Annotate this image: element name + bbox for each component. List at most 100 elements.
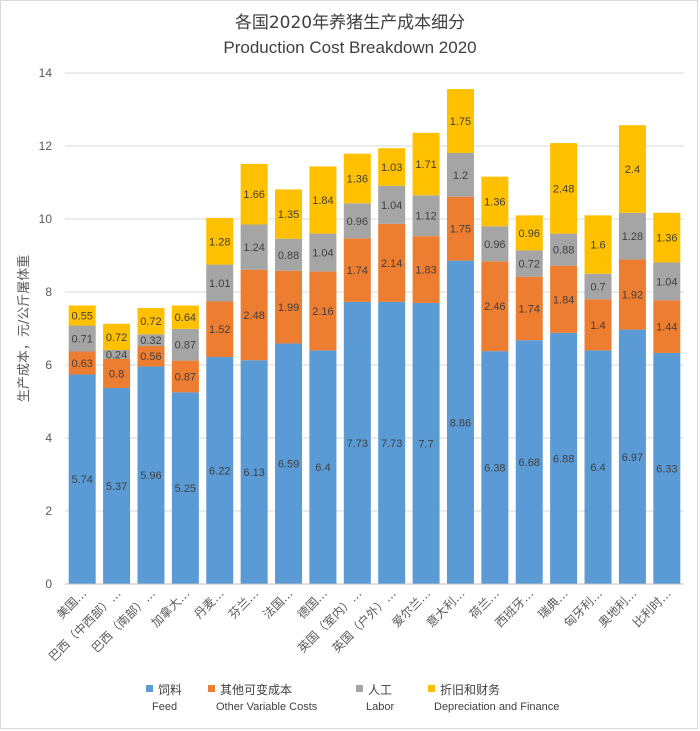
data-label: 0.24	[106, 349, 127, 361]
bar-segment	[275, 238, 303, 271]
data-label: 1.36	[484, 196, 505, 208]
data-label: 1.35	[278, 209, 299, 221]
data-label: 1.92	[622, 290, 643, 302]
legend-swatch-feed	[146, 685, 153, 692]
data-label: 0.72	[106, 332, 127, 344]
bar-segment	[446, 196, 474, 261]
data-label: 0.32	[140, 335, 161, 347]
data-label: 0.55	[71, 311, 92, 323]
chart-subtitle: Production Cost Breakdown 2020	[223, 38, 477, 57]
bar-segment	[653, 352, 681, 584]
legend-swatch-other-variable	[208, 685, 215, 692]
chart-title: 各国2020年养猪生产成本细分	[234, 13, 466, 33]
bar-segment	[275, 343, 303, 584]
data-label: 6.68	[519, 457, 540, 469]
bar-segment	[618, 212, 646, 260]
data-label: 7.7	[418, 438, 433, 450]
y-tick-label: 2	[45, 504, 52, 518]
data-label: 6.88	[553, 453, 574, 465]
data-label: 1.52	[209, 324, 230, 336]
data-label: 6.13	[243, 467, 264, 479]
data-label: 6.33	[656, 463, 677, 475]
legend-label-feed-en: Feed	[152, 701, 178, 713]
data-label: 6.22	[209, 465, 230, 477]
bar-segment	[481, 261, 509, 352]
data-label: 0.7	[590, 282, 605, 294]
y-tick-label: 0	[45, 577, 52, 591]
bar-segment	[343, 301, 371, 584]
x-tick-label: 加拿大…	[148, 586, 193, 631]
bar-segment	[343, 238, 371, 302]
data-label: 1.84	[553, 294, 574, 306]
bar-segment	[137, 346, 165, 367]
bar-segment	[446, 152, 474, 197]
data-label: 7.73	[381, 438, 402, 450]
bar-segment	[653, 300, 681, 353]
data-label: 1.12	[415, 211, 436, 223]
data-label: 1.75	[450, 224, 471, 236]
bar-segment	[584, 299, 612, 351]
data-label: 8.86	[450, 417, 471, 429]
y-tick-label: 4	[45, 431, 52, 445]
legend-label-other-variable: 其他可变成本	[220, 683, 293, 697]
data-label: 0.72	[519, 259, 540, 271]
data-label: 6.59	[278, 459, 299, 471]
bar-segment	[618, 329, 646, 584]
bar-segment	[584, 350, 612, 584]
x-tick-label: 芬兰…	[226, 586, 261, 621]
bar-segment	[412, 132, 440, 196]
bar-segment	[412, 195, 440, 237]
data-label: 1.99	[278, 302, 299, 314]
data-label: 1.28	[209, 236, 230, 248]
data-label: 2.14	[381, 258, 402, 270]
data-label: 1.28	[622, 231, 643, 243]
y-tick-label: 14	[39, 66, 53, 80]
bar-segment	[412, 302, 440, 584]
legend-swatch-depreciation	[428, 685, 435, 692]
data-label: 0.96	[484, 239, 505, 251]
bar-segment	[68, 374, 96, 584]
bar-segment	[515, 215, 543, 251]
bar-segment	[550, 332, 578, 584]
bar-segment	[446, 89, 474, 153]
bar-segment	[550, 233, 578, 266]
data-label: 2.48	[553, 183, 574, 195]
data-label: 1.71	[415, 159, 436, 171]
data-label: 2.48	[243, 310, 264, 322]
bar-segment	[550, 265, 578, 333]
data-label: 1.44	[656, 322, 677, 334]
bar-segment	[378, 185, 406, 224]
data-label: 0.96	[347, 216, 368, 228]
x-tick-label: 丹麦…	[192, 586, 227, 621]
data-label: 0.8	[109, 368, 124, 380]
data-label: 6.4	[315, 462, 330, 474]
bar-segment	[584, 215, 612, 274]
data-label: 6.4	[590, 462, 605, 474]
legend-label-labor-en: Labor	[366, 701, 395, 713]
data-label: 2.46	[484, 301, 505, 313]
legend-label-labor: 人工	[368, 683, 393, 697]
bar-segment	[343, 203, 371, 239]
data-label: 0.88	[553, 245, 574, 257]
bar-segment	[103, 358, 131, 388]
bar-segment	[68, 325, 96, 352]
bar-segment	[653, 212, 681, 263]
data-label: 0.56	[140, 351, 161, 363]
bar-segment	[412, 236, 440, 303]
data-label: 1.04	[381, 200, 402, 212]
bar-segment	[584, 273, 612, 300]
bar-segment	[515, 276, 543, 341]
legend-swatch-labor	[356, 685, 363, 692]
data-label: 1.75	[450, 116, 471, 128]
bar-segment	[137, 308, 165, 335]
bar-segment	[240, 360, 268, 584]
legend-label-depreciation-en: Depreciation and Finance	[434, 701, 560, 713]
data-label: 1.04	[312, 248, 333, 260]
data-label: 6.97	[622, 452, 643, 464]
data-label: 0.87	[175, 340, 196, 352]
data-label: 1.84	[312, 195, 333, 207]
bar-segment	[378, 301, 406, 584]
bar-segment	[275, 189, 303, 239]
bar-segment	[481, 351, 509, 584]
